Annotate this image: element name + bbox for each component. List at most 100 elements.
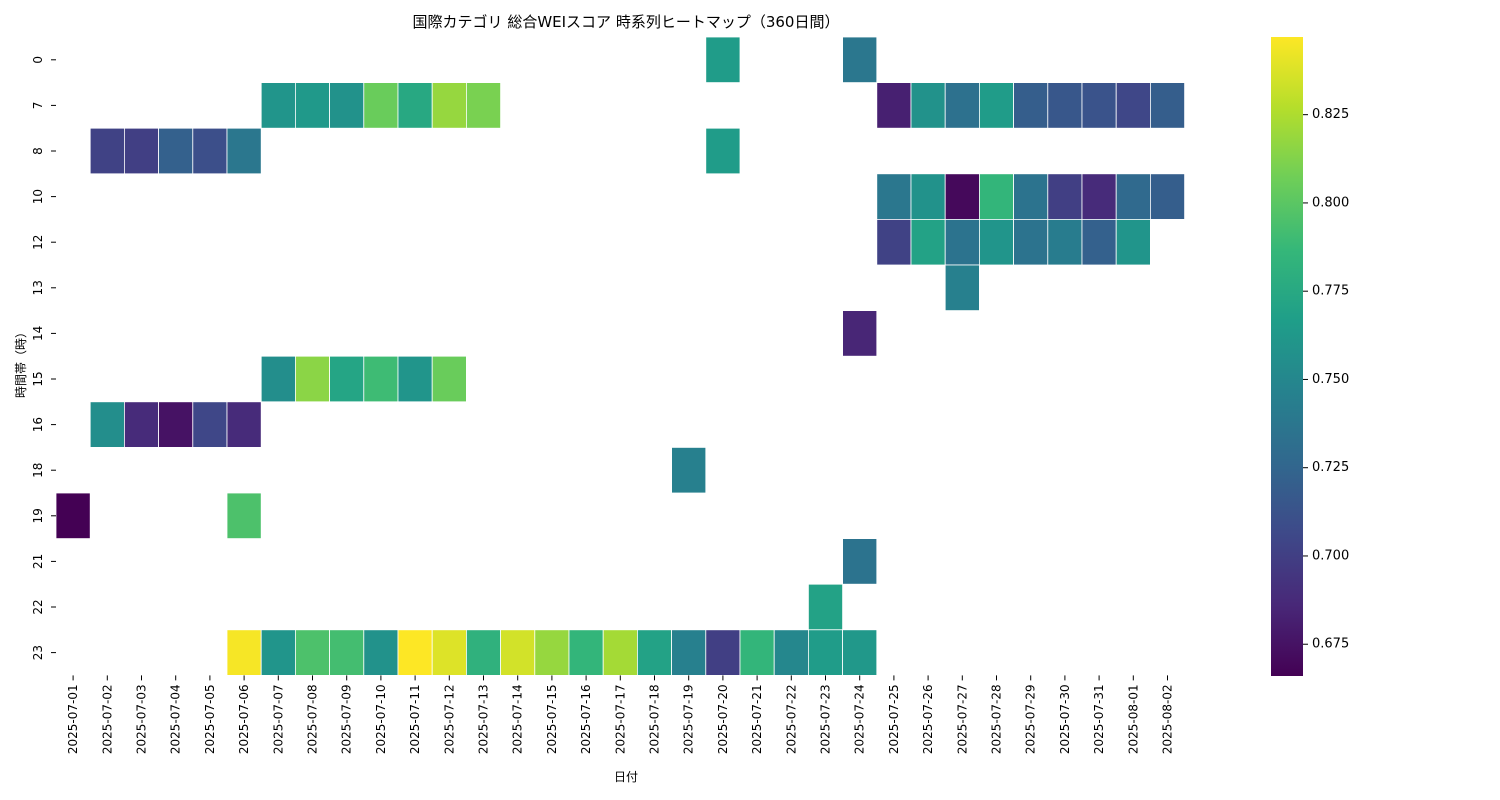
colorbar-tick-label: 0.750 <box>1312 372 1349 387</box>
heatmap-cell <box>534 629 570 676</box>
heatmap-cell <box>431 629 467 676</box>
heatmap-cell <box>158 127 194 175</box>
heatmap-cell <box>226 401 262 448</box>
y-tick-label: 0 <box>31 56 45 64</box>
heatmap-cell <box>260 355 296 403</box>
heatmap-cell <box>944 173 980 220</box>
x-tick-label: 2025-07-28 <box>990 684 1004 754</box>
y-tick-label: 21 <box>31 554 45 569</box>
heatmap-cell <box>294 82 330 129</box>
heatmap-cell <box>1081 218 1117 266</box>
heatmap-cell <box>55 492 91 539</box>
heatmap-cell <box>192 401 228 448</box>
heatmap-cell <box>637 629 673 676</box>
x-tick-label: 2025-07-12 <box>442 684 456 754</box>
heatmap-cell <box>842 629 878 676</box>
heatmap-cell <box>294 355 330 403</box>
heatmap-cell <box>910 173 946 220</box>
heatmap-cell <box>979 218 1015 266</box>
heatmap-cell <box>705 36 741 83</box>
x-tick-label: 2025-07-18 <box>648 684 662 754</box>
heatmap-cell <box>876 218 912 266</box>
colorbar: 0.675 0.700 0.725 0.750 0.775 0.800 0.825 <box>1271 37 1349 676</box>
heatmap-cell <box>1081 173 1117 220</box>
heatmap-cell <box>124 401 160 448</box>
heatmap-cell <box>944 82 980 129</box>
x-tick-label: 2025-07-17 <box>613 684 627 754</box>
heatmap-cell <box>1047 218 1083 266</box>
heatmap-cell <box>1115 173 1151 220</box>
heatmap-cell <box>910 218 946 266</box>
heatmap-cell <box>226 629 262 676</box>
heatmap-cell <box>260 82 296 129</box>
heatmap-cell <box>1013 173 1049 220</box>
heatmap-cell <box>876 173 912 220</box>
heatmap-cell <box>842 36 878 83</box>
x-tick-label: 2025-07-07 <box>271 684 285 754</box>
heatmap-cell <box>397 355 433 403</box>
x-tick-label: 2025-08-01 <box>1126 684 1140 754</box>
x-tick-label: 2025-07-22 <box>784 684 798 754</box>
y-tick-label: 13 <box>31 280 45 295</box>
x-tick-label: 2025-07-29 <box>1024 684 1038 754</box>
heatmap-cell <box>329 355 365 403</box>
x-tick-label: 2025-07-05 <box>203 684 217 754</box>
y-tick-label: 23 <box>31 645 45 660</box>
heatmap-cell <box>363 355 399 403</box>
heatmap-cell <box>397 629 433 676</box>
heatmap-cell <box>705 127 741 175</box>
heatmap-cell <box>431 82 467 129</box>
colorbar-gradient <box>1271 37 1303 676</box>
heatmap-cell <box>465 82 501 129</box>
colorbar-tick-label: 0.675 <box>1312 637 1349 652</box>
x-tick-label: 2025-07-25 <box>887 684 901 754</box>
heatmap-cell <box>1081 82 1117 129</box>
heatmap-cell <box>842 538 878 585</box>
y-axis: 0 7 8 10 12 13 14 15 16 18 19 21 22 23 <box>31 56 56 660</box>
heatmap-cell <box>671 446 707 494</box>
x-tick-label: 2025-07-24 <box>853 684 867 754</box>
x-tick-label: 2025-07-20 <box>716 684 730 754</box>
y-axis-label: 時間帯（時） <box>14 326 28 398</box>
x-tick-label: 2025-07-23 <box>819 684 833 754</box>
heatmap-cell <box>294 629 330 676</box>
heatmap-cell <box>773 629 809 676</box>
heatmap-cell <box>808 583 844 631</box>
x-tick-label: 2025-07-11 <box>408 684 422 754</box>
y-tick-label: 14 <box>31 326 45 341</box>
heatmap-cells <box>55 36 1186 676</box>
heatmap-cell <box>329 82 365 129</box>
x-axis-label: 日付 <box>614 770 638 784</box>
x-tick-label: 2025-07-27 <box>955 684 969 754</box>
heatmap-cell <box>808 629 844 676</box>
heatmap-cell <box>979 82 1015 129</box>
chart-title: 国際カテゴリ 総合WEIスコア 時系列ヒートマップ（360日間） <box>413 13 840 31</box>
heatmap-cell <box>329 629 365 676</box>
heatmap-cell <box>124 127 160 175</box>
heatmap-cell <box>500 629 536 676</box>
x-tick-label: 2025-07-16 <box>579 684 593 754</box>
heatmap-cell <box>363 629 399 676</box>
heatmap-cell <box>876 82 912 129</box>
heatmap-cell <box>910 82 946 129</box>
x-tick-label: 2025-07-13 <box>477 684 491 754</box>
x-tick-label: 2025-07-08 <box>306 684 320 754</box>
y-tick-label: 16 <box>31 417 45 432</box>
heatmap-cell <box>739 629 775 676</box>
heatmap-cell <box>226 127 262 175</box>
heatmap-cell <box>1115 218 1151 266</box>
heatmap-cell <box>979 173 1015 220</box>
colorbar-tick-label: 0.725 <box>1312 460 1349 475</box>
y-tick-label: 18 <box>31 463 45 478</box>
heatmap-cell <box>1013 82 1049 129</box>
heatmap-cell <box>363 82 399 129</box>
heatmap-cell <box>568 629 604 676</box>
heatmap-cell <box>1150 82 1186 129</box>
x-tick-label: 2025-07-02 <box>100 684 114 754</box>
x-tick-label: 2025-07-14 <box>511 684 525 754</box>
heatmap-cell <box>465 629 501 676</box>
heatmap-cell <box>671 629 707 676</box>
x-tick-label: 2025-07-01 <box>66 684 80 754</box>
heatmap-cell <box>842 310 878 357</box>
